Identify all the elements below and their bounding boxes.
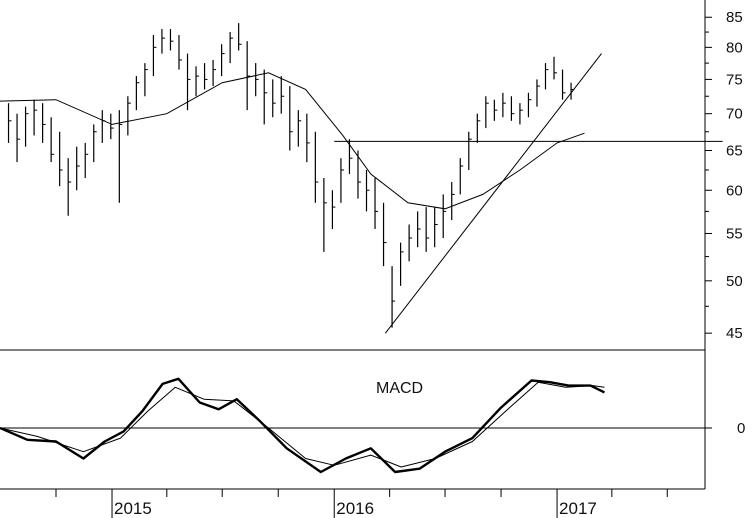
price-tick-label: 45 bbox=[726, 325, 743, 342]
price-tick-label: 75 bbox=[726, 71, 743, 88]
price-tick-label: 55 bbox=[726, 225, 743, 242]
price-panel bbox=[0, 23, 723, 334]
price-tick-label: 80 bbox=[726, 39, 743, 56]
macd-label: MACD bbox=[376, 380, 423, 397]
macd-tick-label: 0 bbox=[737, 420, 745, 437]
price-tick-label: 85 bbox=[726, 9, 743, 26]
price-tick-label: 60 bbox=[726, 182, 743, 199]
price-tick-label: 50 bbox=[726, 273, 743, 290]
macd-signal-line bbox=[0, 381, 605, 468]
year-tick-label: 2015 bbox=[114, 499, 152, 518]
macd-panel: MACD 0 bbox=[0, 349, 745, 474]
price-tick-label: 65 bbox=[726, 142, 743, 159]
trend-line bbox=[384, 53, 602, 334]
macd-line bbox=[0, 377, 606, 474]
year-tick-label: 2017 bbox=[559, 499, 597, 518]
moving-average-line bbox=[0, 72, 585, 210]
year-tick-label: 2016 bbox=[336, 499, 374, 518]
price-tick-label: 70 bbox=[726, 106, 743, 123]
